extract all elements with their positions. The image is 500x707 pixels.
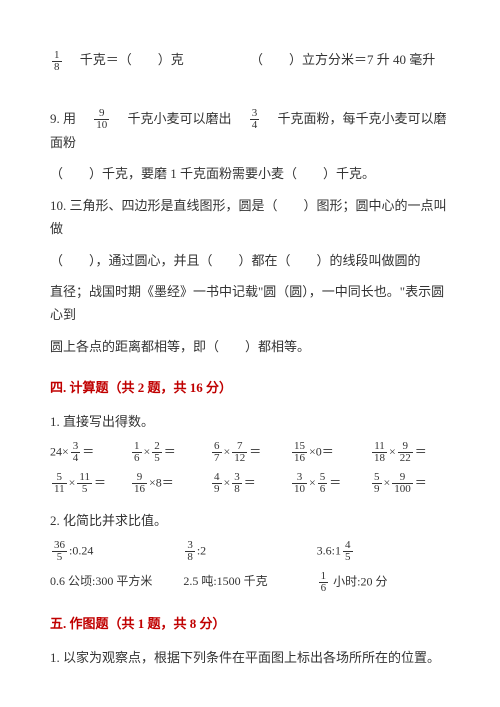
ratio-cell: 16 小时:20 分 <box>317 571 450 594</box>
fraction: 45 <box>343 540 353 563</box>
top-right-text: （ ）立方分米＝7 升 40 毫升 <box>250 52 435 67</box>
frac-3-4: 34 <box>250 108 260 131</box>
q9-mid1: 千克小麦可以磨出 <box>115 111 245 126</box>
q9-prefix: 9. 用 <box>50 111 89 126</box>
calc-cell: 16×25＝ <box>130 441 210 464</box>
fraction: 1118 <box>372 441 387 464</box>
section-5-title: 五. 作图题（共 1 题，共 8 分） <box>50 612 450 635</box>
calc-cell: 1118×922＝ <box>370 441 450 464</box>
question-9: 9. 用 910 千克小麦可以磨出 34 千克面粉，每千克小麦可以磨面粉 <box>50 107 450 155</box>
calc1-title: 1. 直接写出得数。 <box>50 410 450 433</box>
fraction: 16 <box>132 441 142 464</box>
ratio-cell: 3.6:145 <box>317 540 450 563</box>
ratio-cell: 38:2 <box>183 540 316 563</box>
fraction: 916 <box>132 472 147 495</box>
calc-cell: 511×115＝ <box>50 472 130 495</box>
ratio-row: 365:0.2438:23.6:145 <box>50 540 450 563</box>
calc-cell: 67×712＝ <box>210 441 290 464</box>
fraction: 712 <box>232 441 247 464</box>
ratio-cell: 2.5 吨:1500 千克 <box>183 571 316 594</box>
fraction: 115 <box>77 472 92 495</box>
draw-q1: 1. 以家为观察点，根据下列条件在平面图上标出各场所所在的位置。 <box>50 646 450 669</box>
q10-l4: 圆上各点的距离都相等，即（ ）都相等。 <box>50 335 450 358</box>
frac-9-10: 910 <box>94 108 109 131</box>
fraction: 365 <box>52 540 67 563</box>
fraction: 38 <box>185 540 195 563</box>
calc-row: 24×34＝16×25＝67×712＝1516×0＝1118×922＝ <box>50 441 450 464</box>
calc-cell: 916×8＝ <box>130 472 210 495</box>
fraction: 34 <box>71 441 81 464</box>
top-left-text: 千克＝（ ）克 <box>67 52 184 67</box>
fraction: 38 <box>232 472 242 495</box>
fraction: 922 <box>398 441 413 464</box>
fraction: 310 <box>292 472 307 495</box>
calc1-grid: 24×34＝16×25＝67×712＝1516×0＝1118×922＝ 511×1… <box>50 441 450 495</box>
fraction: 1516 <box>292 441 307 464</box>
calc-cell: 49×38＝ <box>210 472 290 495</box>
fraction: 59 <box>372 472 382 495</box>
ratio-row: 0.6 公顷:300 平方米2.5 吨:1500 千克16 小时:20 分 <box>50 571 450 594</box>
top-conversion-row: 18 千克＝（ ）克 （ ）立方分米＝7 升 40 毫升 <box>50 48 450 73</box>
calc-row: 511×115＝916×8＝49×38＝310×56＝59×9100＝ <box>50 472 450 495</box>
fraction: 49 <box>212 472 222 495</box>
calc-cell: 1516×0＝ <box>290 441 370 464</box>
calc-cell: 59×9100＝ <box>370 472 450 495</box>
q10-l2: （ ），通过圆心，并且（ ）都在（ ）的线段叫做圆的 <box>50 249 450 272</box>
fraction: 56 <box>318 472 328 495</box>
section-4-title: 四. 计算题（共 2 题，共 16 分） <box>50 376 450 399</box>
frac-1-8: 18 <box>52 50 62 73</box>
fraction: 16 <box>319 571 329 594</box>
q10-l1: 10. 三角形、四边形是直线图形，圆是（ ）图形；圆中心的一点叫做 <box>50 194 450 241</box>
calc-cell: 24×34＝ <box>50 441 130 464</box>
fraction: 67 <box>212 441 222 464</box>
fraction: 9100 <box>392 472 413 495</box>
q9-line2: （ ）千克，要磨 1 千克面粉需要小麦（ ）千克。 <box>50 162 450 185</box>
calc2-title: 2. 化简比并求比值。 <box>50 509 450 532</box>
q10-l3: 直径；战国时期《墨经》一书中记载"圆（圆），一中同长也。"表示圆心到 <box>50 280 450 327</box>
calc2-grid: 365:0.2438:23.6:145 0.6 公顷:300 平方米2.5 吨:1… <box>50 540 450 594</box>
q9-mid2: 千克面粉，每千克小麦可以磨面粉 <box>50 111 447 151</box>
calc-cell: 310×56＝ <box>290 472 370 495</box>
fraction: 25 <box>152 441 162 464</box>
ratio-cell: 0.6 公顷:300 平方米 <box>50 571 183 594</box>
fraction: 511 <box>52 472 67 495</box>
ratio-cell: 365:0.24 <box>50 540 183 563</box>
